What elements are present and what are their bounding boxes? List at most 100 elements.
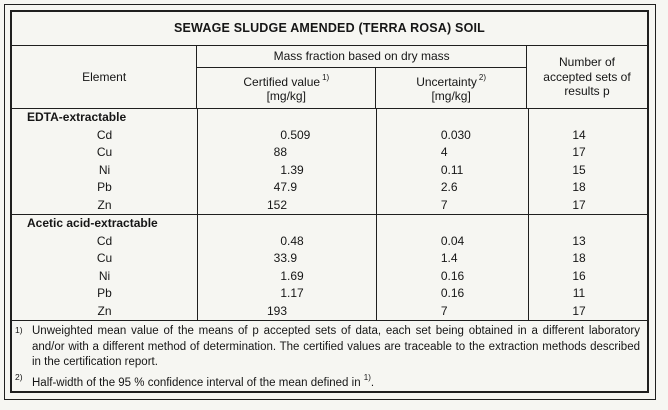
footnote-1-marker: 1) <box>15 325 23 336</box>
integer-part: 2 <box>440 180 448 195</box>
accepted-sets-value: 15 <box>572 162 586 177</box>
certified-value-cell: 0.509 <box>198 126 377 145</box>
footnote-2: 2) Half-width of the 95 % confidence int… <box>12 371 647 391</box>
integer-part: 0 <box>280 127 287 142</box>
fraction-part <box>287 197 376 215</box>
element-cell: Cu <box>12 144 198 162</box>
integer-part: 0 <box>440 162 448 177</box>
footnote-1-text: Unweighted mean value of the means of p … <box>32 325 640 369</box>
integer-part: 0 <box>280 233 287 248</box>
certified-value-header: Certified value 1) [mg/kg] <box>197 67 377 109</box>
footnote-1-reference: 1) <box>322 72 330 82</box>
uncertainty-header: Uncertainty 2) [mg/kg] <box>376 68 526 108</box>
uncertainty-cell: 0.16 <box>377 285 529 303</box>
accepted-sets-value: 18 <box>572 180 586 195</box>
certified-value-unit: [mg/kg] <box>266 89 306 104</box>
integer-part: 1 <box>440 251 448 266</box>
integer-part: 1 <box>280 286 287 301</box>
table-title: SEWAGE SLUDGE AMENDED (TERRA ROSA) SOIL <box>12 12 647 46</box>
empty-cell <box>529 109 647 127</box>
footnote-1: 1) Unweighted mean value of the means of… <box>12 324 647 371</box>
element-cell: Pb <box>12 285 198 303</box>
mass-fraction-subheaders: Certified value 1) [mg/kg] Uncertainty 2) … <box>197 67 526 109</box>
accepted-sets-value: 14 <box>572 127 586 142</box>
fraction-part: .4 <box>447 251 458 266</box>
empty-cell <box>529 215 647 233</box>
decimal-aligned-value: 0.509 <box>198 127 376 145</box>
accepted-sets-value: 17 <box>572 197 586 212</box>
table-row: Pb 47.9 2.6 18 <box>12 179 647 197</box>
fraction-part: .69 <box>287 268 304 283</box>
section-header-row: Acetic acid-extractable <box>12 215 647 233</box>
fraction-part: .9 <box>287 180 298 195</box>
decimal-aligned-value: 152 <box>198 197 376 215</box>
section-label: EDTA-extractable <box>12 109 198 127</box>
fraction-part: .04 <box>447 233 465 248</box>
empty-cell <box>377 215 529 233</box>
accepted-sets-value: 16 <box>572 268 586 283</box>
table-body: EDTA-extractable Cd 0.509 0.030 14 Cu 88 4 17 Ni 1… <box>12 109 647 321</box>
element-cell: Ni <box>12 267 198 286</box>
uncertainty-header-line1: Uncertainty 2) <box>416 72 487 89</box>
decimal-aligned-value: 0.16 <box>372 285 523 303</box>
accepted-sets-value: 17 <box>572 303 586 318</box>
decimal-aligned-value: 193 <box>198 303 376 321</box>
accepted-sets-cell: 17 <box>529 303 647 321</box>
fraction-part: .48 <box>287 233 304 248</box>
fraction-part <box>448 303 524 321</box>
decimal-aligned-value: 1.4 <box>372 250 523 268</box>
section-label: Acetic acid-extractable <box>12 215 198 233</box>
integer-part: 1 <box>280 162 287 177</box>
certified-value-cell: 47.9 <box>198 179 377 197</box>
decimal-aligned-value: 0.030 <box>372 127 523 145</box>
integer-part: 88 <box>273 145 287 160</box>
decimal-aligned-value: 88 <box>198 144 376 162</box>
fraction-part: .509 <box>287 127 311 142</box>
table-header: Element Mass fraction based on dry mass … <box>12 45 647 110</box>
uncertainty-cell: 0.16 <box>377 267 529 286</box>
footnote-1-backreference: 1) <box>363 372 371 382</box>
empty-cell <box>198 109 377 127</box>
accepted-sets-value: 11 <box>572 286 586 301</box>
uncertainty-cell: 7 <box>377 196 529 215</box>
decimal-aligned-value: 0.04 <box>372 233 523 251</box>
table-row: Cd 0.509 0.030 14 <box>12 126 647 145</box>
element-cell: Pb <box>12 179 198 197</box>
certified-value-cell: 1.69 <box>198 267 377 286</box>
accepted-sets-header: Number of accepted sets of results p <box>543 55 631 99</box>
table-row: Cd 0.48 0.04 13 <box>12 232 647 251</box>
footnote-2-marker: 2) <box>15 371 23 382</box>
mass-fraction-header: Mass fraction based on dry mass <box>197 46 526 68</box>
uncertainty-cell: 1.4 <box>377 250 529 268</box>
table-row: Cu 33.9 1.4 18 <box>12 250 647 268</box>
decimal-aligned-value: 2.6 <box>372 179 523 197</box>
fraction-part: .030 <box>447 127 471 142</box>
decimal-aligned-value: 0.16 <box>372 268 523 286</box>
decimal-aligned-value: 47.9 <box>198 179 376 197</box>
empty-cell <box>377 109 529 127</box>
table-section: Acetic acid-extractable Cd 0.48 0.04 13 Cu 33.… <box>12 214 647 321</box>
integer-part: 47 <box>273 180 287 195</box>
table-row: Ni 1.69 0.16 16 <box>12 267 647 286</box>
decimal-aligned-value: 7 <box>372 303 523 321</box>
uncertainty-cell: 0.11 <box>377 161 529 180</box>
integer-part: 0 <box>440 286 448 301</box>
decimal-aligned-value: 0.48 <box>198 233 376 251</box>
fraction-part: .39 <box>287 162 304 177</box>
integer-part: 1 <box>280 268 287 283</box>
element-cell: Ni <box>12 161 198 180</box>
certified-value-cell: 33.9 <box>198 250 377 268</box>
certified-value-header-line1: Certified value 1) <box>243 72 330 89</box>
certified-value-cell: 1.39 <box>198 161 377 180</box>
fraction-part <box>448 197 524 215</box>
accepted-sets-cell: 18 <box>529 179 647 197</box>
decimal-aligned-value: 1.69 <box>198 268 376 286</box>
uncertainty-unit: [mg/kg] <box>431 89 471 104</box>
uncertainty-cell: 7 <box>377 302 529 321</box>
section-header-row: EDTA-extractable <box>12 109 647 127</box>
integer-part: 33 <box>273 251 287 266</box>
table-row: Ni 1.39 0.11 15 <box>12 161 647 180</box>
accepted-sets-value: 13 <box>572 233 586 248</box>
accepted-sets-value: 17 <box>572 145 586 160</box>
element-cell: Cd <box>12 126 198 145</box>
